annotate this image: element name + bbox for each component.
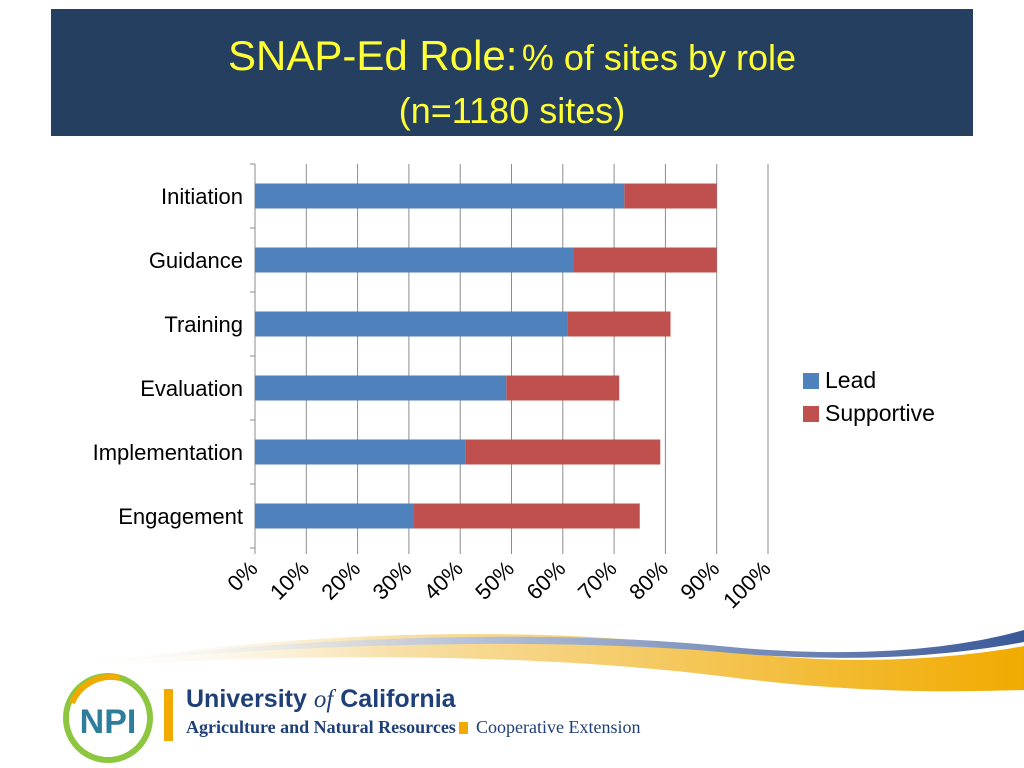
category-label: Training [164,312,243,337]
bar-supportive-guidance [573,247,717,273]
x-tick-label: 60% [522,556,571,605]
bar-lead-guidance [255,247,574,273]
x-tick-label: 80% [624,556,673,605]
bar-lead-engagement [255,503,415,529]
x-tick-label: 30% [368,556,417,605]
stacked-bar-chart: 0% 10% 20% 30% 40% 50% 60% 70% 80% 90%100% Initiat… [93,163,776,613]
x-tick-label: 100% [718,556,775,613]
category-label: Engagement [118,504,243,529]
x-tick-label: 0% [222,556,262,596]
category-label: Evaluation [140,376,243,401]
npi-logo-text: NPI [80,703,137,741]
bar-supportive-training [567,311,671,337]
uc-name-part1: University [186,685,307,713]
title-sample-size: (n=1180 sites) [398,90,626,131]
bar-supportive-engagement [414,503,640,529]
title-subtitle: % of sites by role [521,37,797,78]
cooperative-extension-label: Cooperative Extension [476,717,641,737]
x-tick-label: 40% [419,556,468,605]
legend-swatch-lead [803,372,819,389]
legend-item-lead: Lead [803,364,935,397]
uc-division: Agriculture and Natural Resources [186,717,456,737]
legend-item-supportive: Supportive [803,397,935,430]
legend-label-lead: Lead [825,367,877,393]
x-tick-label: 50% [470,556,519,605]
uc-name-part2: California [340,685,456,713]
category-label: Implementation [93,440,243,465]
bar-supportive-evaluation [506,375,620,401]
uc-name-of: of [313,686,334,713]
uc-accent-bar [164,689,173,741]
slide-title: SNAP-Ed Role: % of sites by role [51,35,973,77]
bar-supportive-implementation [465,439,661,465]
bar-lead-training [255,311,568,337]
uc-name: University of California [186,685,456,714]
bar-supportive-initiation [624,183,717,209]
x-tick-label: 70% [573,556,622,605]
chart-legend: Lead Supportive [803,364,935,430]
extension-accent-square [459,722,468,734]
bar-lead-initiation [255,183,625,209]
x-tick-label: 10% [265,556,314,605]
bar-lead-evaluation [255,375,507,401]
bar-lead-implementation [255,439,466,465]
x-tick-label: 20% [316,556,365,605]
title-banner: SNAP-Ed Role: % of sites by role (n=1180… [51,9,973,136]
decorative-swoosh [60,630,1024,692]
legend-swatch-supportive [803,405,819,422]
category-label: Guidance [149,248,243,273]
npi-logo: NPI [63,673,153,763]
title-main: SNAP-Ed Role: [227,32,518,79]
legend-label-supportive: Supportive [825,400,935,426]
x-tick-label: 90% [675,556,724,605]
category-label: Initiation [161,184,243,209]
